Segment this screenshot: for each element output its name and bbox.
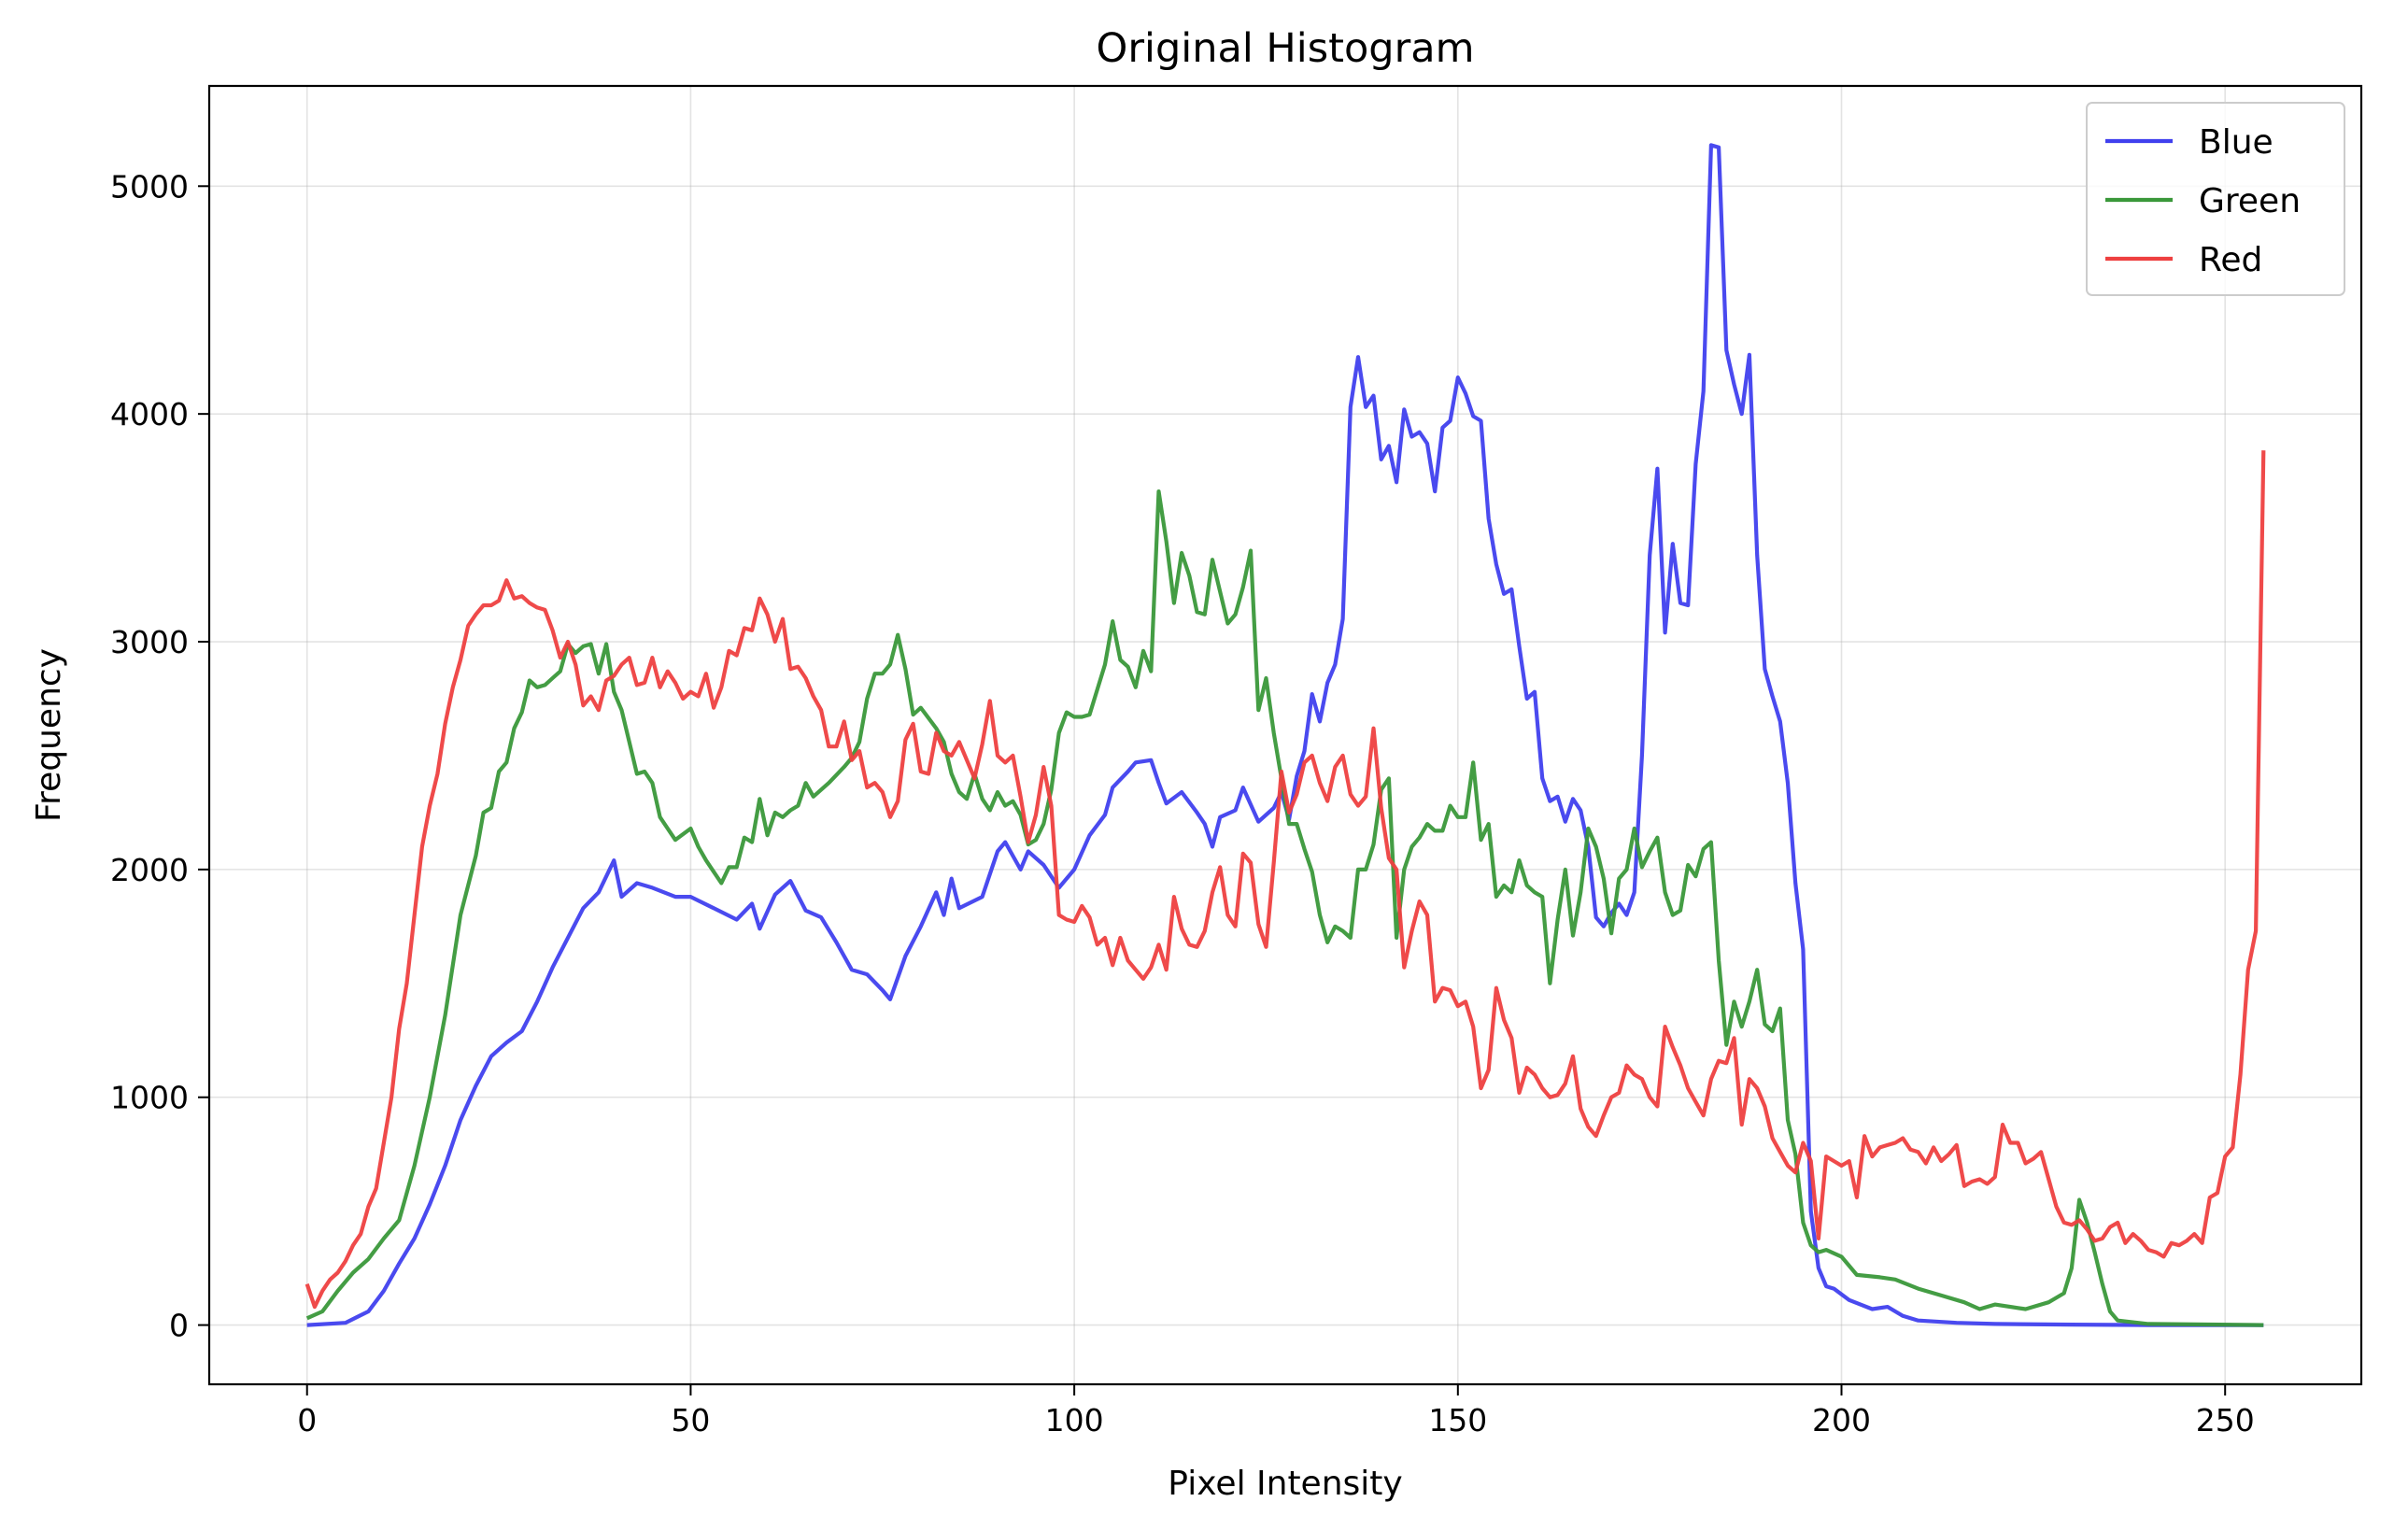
x-axis-label: Pixel Intensity	[1168, 1465, 1402, 1503]
y-tick-label: 0	[169, 1308, 189, 1344]
legend-label-green: Green	[2199, 182, 2301, 220]
x-tick-label: 150	[1428, 1402, 1487, 1438]
y-tick-label: 3000	[110, 624, 189, 660]
x-tick-label: 200	[1812, 1402, 1871, 1438]
legend-label-blue: Blue	[2199, 123, 2273, 162]
legend-label-red: Red	[2199, 241, 2262, 279]
y-axis: 0 1000 2000 3000 4000 5000	[110, 168, 209, 1344]
y-tick-label: 5000	[110, 168, 189, 205]
series-line-red	[305, 450, 2266, 1310]
y-tick-label: 4000	[110, 396, 189, 432]
x-axis: 0 50 100 150 200 250	[297, 1384, 2255, 1438]
grid-lines	[209, 86, 2361, 1384]
y-axis-label: Frequency	[30, 648, 68, 822]
legend-box	[2086, 102, 2345, 296]
x-tick-label: 250	[2196, 1402, 2255, 1438]
plot-frame	[207, 84, 2363, 1386]
series-line-blue	[306, 143, 2264, 1327]
y-tick-label: 1000	[110, 1080, 189, 1116]
chart-title: Original Histogram	[1097, 25, 1475, 72]
series-line-green	[305, 489, 2264, 1327]
x-tick-label: 50	[671, 1402, 710, 1438]
x-tick-label: 100	[1045, 1402, 1104, 1438]
y-tick-label: 2000	[110, 852, 189, 888]
x-tick-label: 0	[297, 1402, 317, 1438]
series-lines	[305, 143, 2266, 1327]
legend: Blue Green Red	[2086, 102, 2345, 296]
